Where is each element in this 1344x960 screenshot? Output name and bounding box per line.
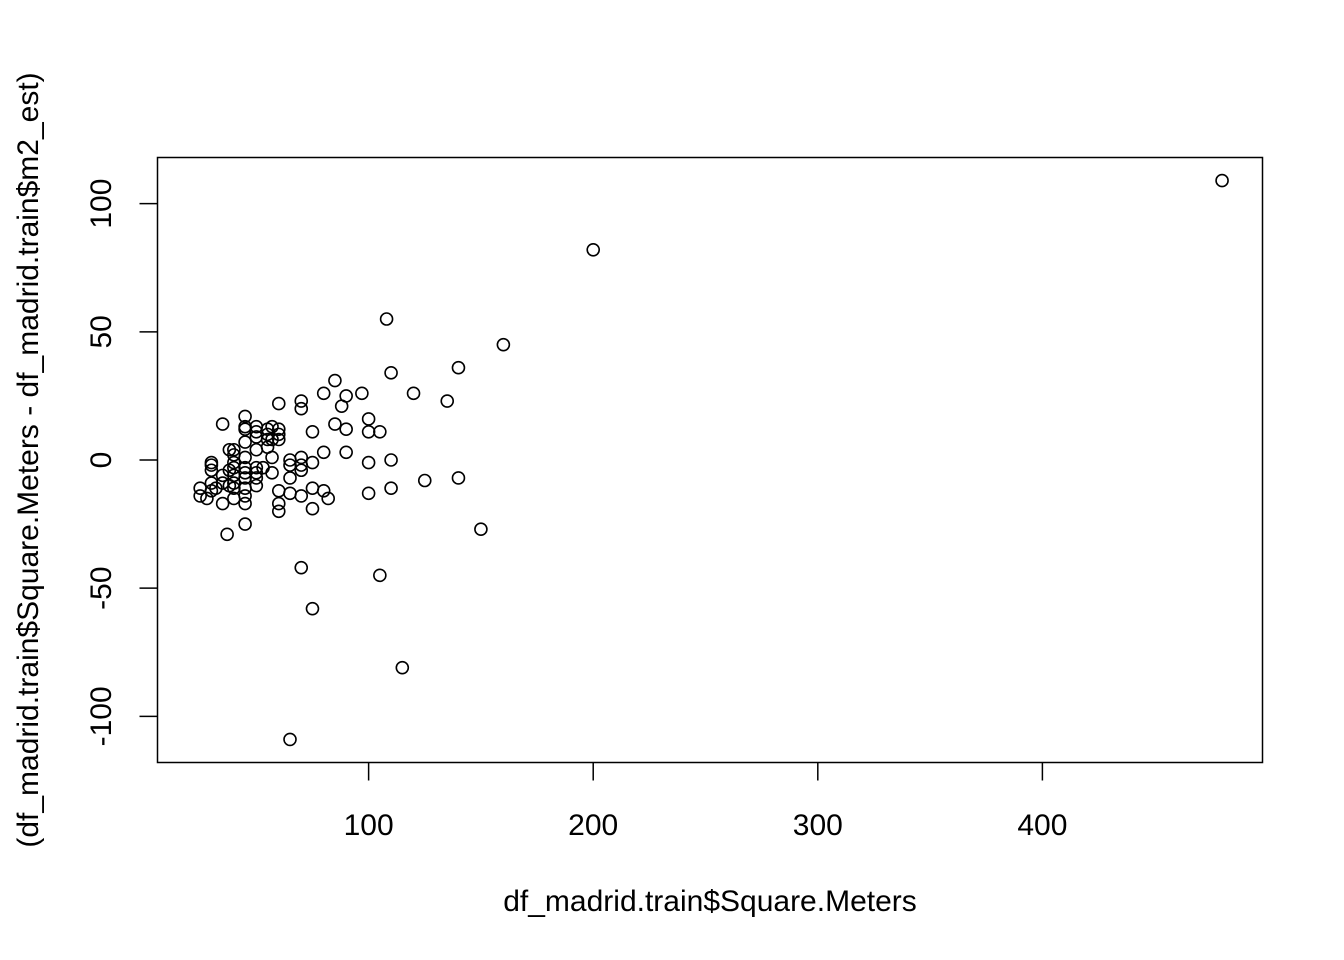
y-tick-label: 50 (85, 315, 118, 348)
data-point (294, 489, 309, 503)
data-point (451, 471, 466, 485)
y-axis: -100 -50 0 50 100 (85, 179, 158, 746)
x-axis-label: df_madrid.train$Square.Meters (503, 885, 917, 918)
data-point (328, 417, 342, 431)
data-point (305, 455, 320, 470)
data-point (271, 483, 286, 498)
data-point (316, 445, 331, 460)
data-point (204, 458, 219, 472)
data-point (361, 425, 376, 439)
data-point (283, 453, 297, 467)
data-point (440, 394, 455, 408)
data-point (305, 425, 320, 439)
data-point (417, 473, 432, 488)
data-point (227, 491, 241, 506)
data-point (238, 422, 252, 437)
data-point (215, 417, 230, 431)
data-point (294, 463, 309, 478)
data-point (373, 568, 387, 583)
data-point (227, 455, 241, 470)
data-point (1215, 173, 1229, 188)
data-point (238, 496, 252, 511)
data-point (305, 601, 320, 616)
y-tick-label: -100 (85, 686, 118, 746)
data-point (222, 442, 237, 457)
data-point (294, 394, 309, 408)
data-point (283, 486, 297, 501)
y-axis-label: (df_madrid.train$Square.Meters - df_madr… (12, 72, 45, 847)
data-point (215, 496, 230, 511)
data-point (271, 496, 286, 511)
data-point (305, 501, 320, 516)
data-point (193, 489, 207, 503)
data-points (193, 173, 1229, 747)
data-point (238, 517, 252, 531)
y-tick-label: -50 (85, 566, 118, 609)
data-point (361, 412, 376, 426)
data-point (321, 491, 335, 506)
data-point (294, 401, 309, 416)
data-point (200, 491, 214, 506)
data-point (283, 471, 297, 485)
x-tick-label: 200 (568, 809, 618, 842)
data-point (238, 435, 252, 449)
data-point (373, 425, 387, 439)
data-point (451, 360, 466, 375)
data-point (283, 458, 297, 472)
data-point (406, 386, 421, 401)
data-point (379, 312, 394, 326)
data-point (222, 478, 237, 493)
data-point (361, 486, 376, 501)
data-point (283, 732, 297, 747)
data-point (328, 373, 342, 388)
data-point (227, 442, 241, 457)
data-point (384, 481, 398, 495)
data-point (249, 478, 264, 493)
data-point (220, 527, 234, 542)
data-point (271, 396, 286, 411)
data-point (215, 468, 230, 483)
data-point (294, 560, 309, 575)
data-point (265, 466, 279, 480)
x-tick-label: 300 (793, 809, 843, 842)
data-point (339, 422, 353, 437)
data-point (238, 409, 252, 424)
data-point (384, 366, 398, 380)
data-point (193, 481, 207, 495)
data-point (305, 481, 320, 495)
data-point (384, 453, 398, 467)
plot-frame (156, 156, 1264, 764)
y-tick-label: 100 (85, 179, 118, 229)
data-point (204, 476, 219, 490)
data-point (316, 386, 331, 401)
data-point (496, 337, 511, 352)
data-point (249, 430, 264, 444)
x-axis: 100 200 300 400 (344, 762, 1067, 842)
data-point (355, 386, 369, 401)
y-tick-label: 0 (85, 452, 118, 469)
data-point (271, 504, 286, 519)
data-point (586, 242, 601, 257)
data-point (474, 522, 488, 537)
data-point (204, 463, 219, 478)
x-tick-label: 400 (1017, 809, 1067, 842)
data-point (339, 445, 353, 460)
data-point (395, 660, 410, 675)
x-tick-label: 100 (344, 809, 394, 842)
data-point (361, 455, 376, 470)
data-point (249, 442, 264, 457)
data-point (334, 399, 349, 413)
